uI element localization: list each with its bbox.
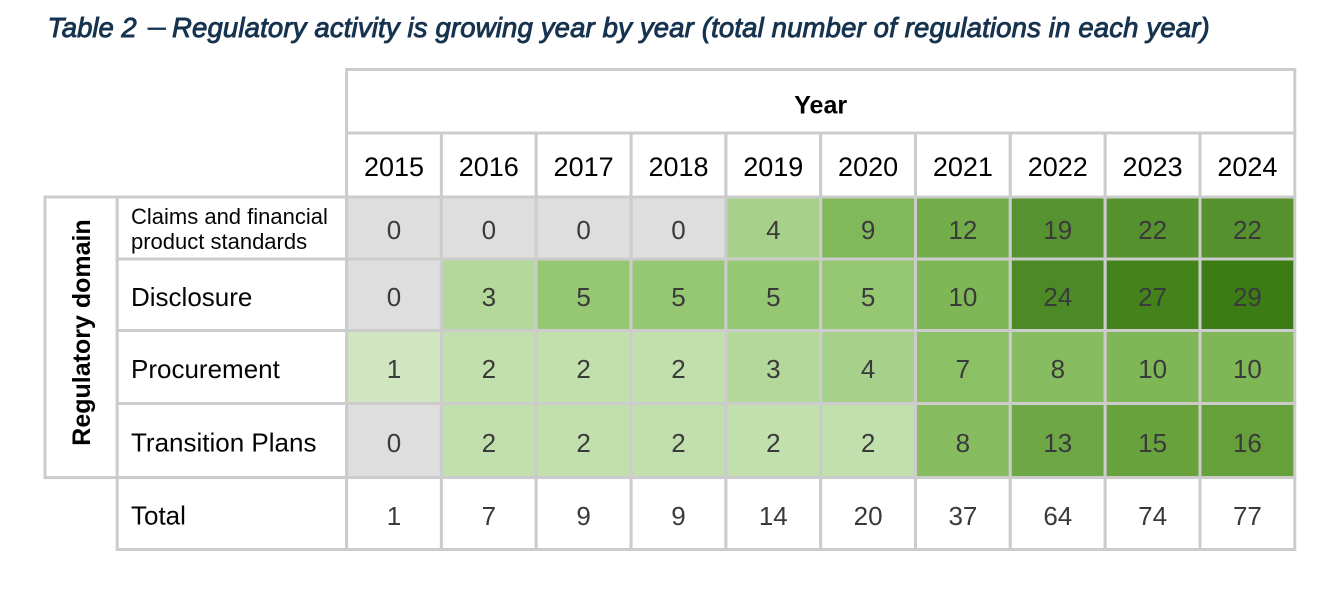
svg-text:Disclosure: Disclosure: [131, 282, 252, 312]
svg-text:29: 29: [1233, 282, 1262, 312]
svg-text:2017: 2017: [554, 152, 614, 182]
svg-text:Procurement: Procurement: [131, 354, 281, 384]
svg-text:Year: Year: [794, 92, 847, 120]
svg-text:9: 9: [861, 215, 875, 245]
svg-text:4: 4: [861, 354, 875, 384]
svg-text:10: 10: [1233, 354, 1262, 384]
svg-text:2020: 2020: [838, 152, 898, 182]
svg-text:5: 5: [861, 282, 875, 312]
svg-text:2: 2: [861, 428, 875, 458]
svg-text:5: 5: [576, 282, 590, 312]
svg-text:0: 0: [387, 428, 401, 458]
svg-text:0: 0: [387, 282, 401, 312]
svg-text:3: 3: [766, 354, 780, 384]
svg-text:74: 74: [1138, 501, 1167, 531]
svg-text:2: 2: [671, 428, 685, 458]
svg-text:2: 2: [576, 354, 590, 384]
svg-text:20: 20: [854, 501, 883, 531]
svg-text:64: 64: [1043, 501, 1072, 531]
svg-text:2023: 2023: [1123, 152, 1183, 182]
svg-text:12: 12: [948, 215, 977, 245]
svg-text:2021: 2021: [933, 152, 993, 182]
svg-text:5: 5: [766, 282, 780, 312]
svg-text:0: 0: [576, 215, 590, 245]
svg-text:8: 8: [956, 428, 970, 458]
svg-text:2018: 2018: [648, 152, 708, 182]
svg-text:2022: 2022: [1028, 152, 1088, 182]
svg-text:5: 5: [671, 282, 685, 312]
svg-text:9: 9: [671, 501, 685, 531]
svg-text:9: 9: [576, 501, 590, 531]
svg-text:27: 27: [1138, 282, 1167, 312]
svg-text:22: 22: [1138, 215, 1167, 245]
svg-text:8: 8: [1051, 354, 1065, 384]
svg-text:Table 2: Table 2: [48, 12, 137, 43]
svg-text:77: 77: [1233, 501, 1262, 531]
svg-text:14: 14: [759, 501, 788, 531]
svg-text:Regulatory domain: Regulatory domain: [68, 219, 96, 445]
svg-text:15: 15: [1138, 428, 1167, 458]
svg-text:2: 2: [576, 428, 590, 458]
svg-text:2: 2: [482, 354, 496, 384]
svg-text:4: 4: [766, 215, 780, 245]
svg-text:7: 7: [482, 501, 496, 531]
svg-text:2: 2: [671, 354, 685, 384]
svg-text:2019: 2019: [743, 152, 803, 182]
svg-text:2: 2: [482, 428, 496, 458]
svg-text:19: 19: [1043, 215, 1072, 245]
svg-text:16: 16: [1233, 428, 1262, 458]
svg-text:37: 37: [948, 501, 977, 531]
svg-text:2024: 2024: [1217, 152, 1277, 182]
svg-text:10: 10: [948, 282, 977, 312]
svg-text:0: 0: [387, 215, 401, 245]
svg-text:7: 7: [956, 354, 970, 384]
svg-text:1: 1: [387, 354, 401, 384]
svg-text:Claims and financial: Claims and financial: [131, 204, 328, 229]
svg-text:1: 1: [387, 501, 401, 531]
svg-text:24: 24: [1043, 282, 1072, 312]
svg-text:Transition Plans: Transition Plans: [131, 428, 316, 458]
svg-text:3: 3: [482, 282, 496, 312]
svg-text:13: 13: [1043, 428, 1072, 458]
svg-text:Total: Total: [131, 501, 186, 531]
svg-text:2: 2: [766, 428, 780, 458]
svg-text:product standards: product standards: [131, 229, 307, 254]
svg-text:22: 22: [1233, 215, 1262, 245]
svg-text:10: 10: [1138, 354, 1167, 384]
svg-text:2016: 2016: [459, 152, 519, 182]
svg-text:Regulatory activity is growing: Regulatory activity is growing year by y…: [172, 12, 1210, 43]
svg-text:2015: 2015: [364, 152, 424, 182]
svg-text:0: 0: [482, 215, 496, 245]
svg-text:0: 0: [671, 215, 685, 245]
